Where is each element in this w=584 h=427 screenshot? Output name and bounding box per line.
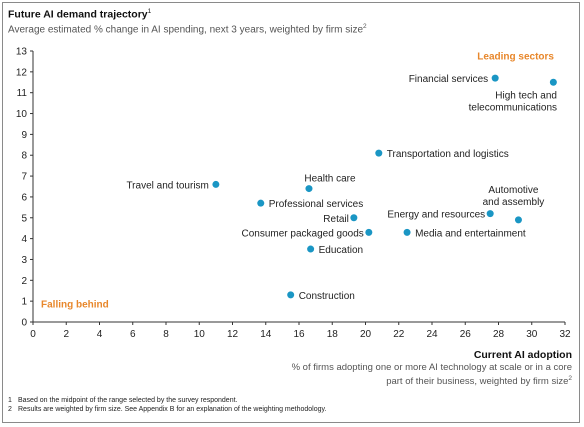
- point-label: Consumer packaged goods: [242, 228, 364, 239]
- annotation-leading-sectors: Leading sectors: [477, 51, 554, 62]
- x-tick-label: 8: [163, 329, 169, 340]
- footnote-2: 2 Results are weighted by firm size. See …: [8, 406, 327, 413]
- x-tick-label: 10: [194, 329, 206, 340]
- point-label: Transportation and logistics: [387, 149, 509, 160]
- x-axis-subtitle: % of firms adopting one or more AI techn…: [291, 362, 572, 388]
- x-tick-label: 24: [426, 329, 438, 340]
- x-tick-label: 30: [526, 329, 538, 340]
- y-tick-label: 7: [21, 172, 27, 183]
- subtitle-footnote-mark: 2: [363, 23, 367, 30]
- data-point: [486, 210, 494, 218]
- chart-subtitle: Average estimated % change in AI spendin…: [8, 23, 367, 36]
- y-tick-label: 3: [21, 255, 27, 266]
- data-point: [350, 214, 358, 222]
- point-label: Automotive and assembly: [483, 185, 545, 208]
- point-label: Education: [319, 245, 363, 256]
- data-point: [403, 228, 411, 236]
- footnote-1: 1 Based on the midpoint of the range sele…: [8, 397, 238, 404]
- data-point: [212, 180, 220, 188]
- annotation-falling-behind: Falling behind: [41, 299, 109, 310]
- point-label: Media and entertainment: [415, 228, 526, 239]
- x-tick-label: 2: [63, 329, 69, 340]
- chart-title: Future AI demand trajectory1: [8, 8, 152, 21]
- x-tick-label: 18: [327, 329, 339, 340]
- x-tick-label: 12: [227, 329, 239, 340]
- y-tick-label: 2: [21, 276, 27, 287]
- point-label: Financial services: [409, 74, 488, 85]
- point-label: Energy and resources: [387, 210, 485, 221]
- y-tick-label: 4: [21, 234, 27, 245]
- y-tick-label: 1: [21, 297, 27, 308]
- data-point: [307, 245, 315, 253]
- data-point: [549, 78, 557, 86]
- x-tick-label: 32: [559, 329, 571, 340]
- y-tick-label: 11: [17, 88, 28, 99]
- x-tick-label: 28: [493, 329, 505, 340]
- y-tick-label: 5: [21, 213, 27, 224]
- x-tick-label: 22: [393, 329, 405, 340]
- x-axis-title: Current AI adoption: [473, 349, 572, 361]
- point-label-line: and assembly: [483, 197, 545, 208]
- point-label-line: Automotive: [488, 185, 538, 196]
- data-point: [257, 199, 265, 207]
- point-label: Retail: [323, 214, 349, 225]
- y-tick-label: 8: [21, 151, 27, 162]
- x-tick-label: 26: [460, 329, 472, 340]
- x-tick-label: 4: [97, 329, 103, 340]
- y-tick-label: 12: [16, 67, 28, 78]
- data-point: [514, 216, 522, 224]
- y-tick-label: 10: [16, 109, 28, 120]
- x-tick-label: 20: [360, 329, 372, 340]
- y-tick-label: 0: [21, 318, 27, 329]
- footnotes: 1 Based on the midpoint of the range sele…: [8, 396, 326, 414]
- point-label: Construction: [299, 291, 355, 302]
- point-label: High tech and telecommunications: [469, 90, 557, 113]
- y-tick-label: 13: [16, 47, 28, 58]
- point-label: Professional services: [269, 199, 363, 210]
- chart-frame: [2, 2, 580, 423]
- data-point: [375, 149, 383, 157]
- point-label-line: telecommunications: [469, 102, 557, 113]
- data-point: [491, 74, 499, 82]
- y-tick-label: 9: [21, 130, 27, 141]
- x-tick-label: 6: [130, 329, 136, 340]
- x-tick-label: 0: [30, 329, 36, 340]
- point-label: Health care: [304, 174, 356, 185]
- data-point: [305, 185, 313, 193]
- x-axis-subtitle-footnote-mark: 2: [568, 375, 572, 382]
- point-label: Travel and tourism: [126, 180, 208, 191]
- x-tick-label: 14: [260, 329, 272, 340]
- x-tick-label: 16: [293, 329, 305, 340]
- point-label-line: High tech and: [495, 90, 557, 101]
- title-footnote-mark: 1: [147, 8, 152, 15]
- y-tick-label: 6: [21, 192, 27, 203]
- data-point: [365, 228, 373, 236]
- data-point: [287, 291, 295, 299]
